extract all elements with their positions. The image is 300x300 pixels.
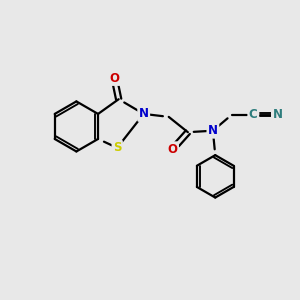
- Text: O: O: [168, 143, 178, 156]
- Text: S: S: [113, 141, 122, 154]
- Text: C: C: [249, 108, 258, 121]
- Text: N: N: [208, 124, 218, 137]
- Text: O: O: [109, 71, 119, 85]
- Text: N: N: [272, 108, 282, 121]
- Text: N: N: [139, 107, 149, 120]
